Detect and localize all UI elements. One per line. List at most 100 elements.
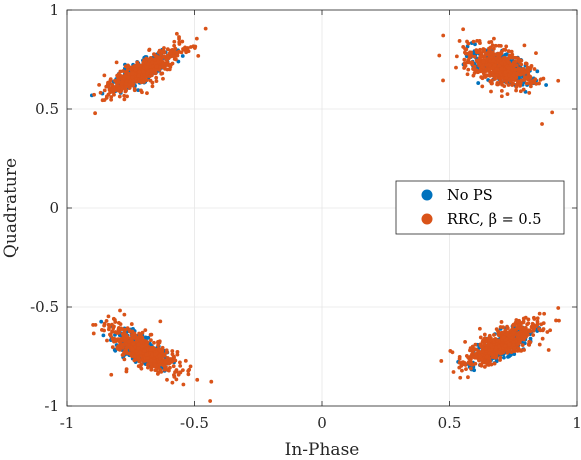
data-point xyxy=(538,328,543,333)
data-point xyxy=(161,54,166,59)
data-point xyxy=(164,348,169,353)
data-point xyxy=(116,321,121,325)
data-point xyxy=(165,377,169,382)
data-point xyxy=(109,82,114,87)
data-point xyxy=(482,364,487,369)
data-point xyxy=(495,82,499,87)
data-point xyxy=(91,323,96,327)
data-point xyxy=(472,347,477,351)
data-point xyxy=(478,354,483,359)
data-point xyxy=(480,360,485,365)
data-point xyxy=(498,325,503,329)
data-point xyxy=(514,88,518,93)
data-point xyxy=(177,40,182,44)
data-point xyxy=(127,328,132,332)
data-point xyxy=(484,354,489,359)
data-point xyxy=(108,333,113,338)
data-point xyxy=(110,329,115,334)
y-tick-label: -1 xyxy=(44,397,59,415)
data-point xyxy=(540,336,545,341)
data-point xyxy=(526,317,531,322)
data-point xyxy=(525,65,530,70)
data-point xyxy=(499,320,504,324)
data-point xyxy=(521,87,526,92)
data-point xyxy=(477,50,482,55)
data-point xyxy=(172,43,177,48)
data-point xyxy=(144,65,149,70)
data-point xyxy=(503,70,508,75)
data-point xyxy=(110,345,115,350)
data-point xyxy=(493,336,498,341)
data-point xyxy=(513,67,518,72)
data-point xyxy=(506,66,511,71)
data-point xyxy=(110,88,115,93)
data-point xyxy=(473,342,478,347)
data-point xyxy=(504,52,509,56)
data-point xyxy=(153,71,158,75)
data-point xyxy=(113,320,118,324)
data-point xyxy=(98,90,103,95)
data-point xyxy=(518,72,523,77)
data-point xyxy=(499,66,504,71)
data-point xyxy=(541,321,546,326)
data-point xyxy=(507,342,512,347)
data-point xyxy=(516,333,521,337)
data-point xyxy=(478,41,482,45)
data-point xyxy=(126,339,131,344)
data-point xyxy=(480,84,485,89)
data-point xyxy=(136,342,141,347)
data-point xyxy=(480,64,484,69)
data-point xyxy=(488,58,493,63)
data-point xyxy=(109,372,114,377)
data-point xyxy=(502,84,507,88)
data-point xyxy=(161,61,165,66)
data-point xyxy=(154,79,159,83)
data-point xyxy=(484,62,489,67)
data-point xyxy=(484,57,489,62)
data-point xyxy=(498,56,502,61)
data-point xyxy=(178,363,183,368)
data-point xyxy=(148,361,153,366)
data-point xyxy=(503,328,508,333)
data-point xyxy=(106,82,110,87)
data-point xyxy=(464,51,468,56)
data-point xyxy=(482,54,487,59)
data-point xyxy=(122,93,127,98)
data-point xyxy=(522,78,527,82)
data-point xyxy=(471,67,475,71)
data-point xyxy=(122,357,127,362)
x-tick-label: 1 xyxy=(572,414,581,432)
x-tick-label: -0.5 xyxy=(180,414,209,432)
data-point xyxy=(194,36,199,41)
data-point xyxy=(113,348,118,353)
data-point xyxy=(520,343,525,348)
data-point xyxy=(548,328,553,333)
data-point xyxy=(506,73,511,78)
data-point xyxy=(514,85,519,90)
data-point xyxy=(500,350,505,355)
data-point xyxy=(505,330,510,335)
data-point xyxy=(137,350,142,355)
data-point xyxy=(125,94,129,99)
data-point xyxy=(441,33,446,38)
data-point xyxy=(153,363,157,368)
data-point xyxy=(142,58,146,63)
data-point xyxy=(454,65,458,70)
data-point xyxy=(504,44,509,49)
data-point xyxy=(499,61,504,66)
data-point xyxy=(499,81,504,85)
data-point xyxy=(498,355,503,360)
data-point xyxy=(481,49,486,54)
data-point xyxy=(492,36,496,41)
data-point xyxy=(499,89,504,93)
data-point xyxy=(176,372,181,377)
data-point xyxy=(466,67,471,72)
data-point xyxy=(490,43,495,48)
data-point xyxy=(556,78,561,83)
data-point xyxy=(105,338,109,343)
data-point xyxy=(489,55,494,60)
data-point xyxy=(145,91,149,96)
data-point xyxy=(152,57,157,62)
data-point xyxy=(170,352,175,357)
data-point xyxy=(133,67,138,72)
